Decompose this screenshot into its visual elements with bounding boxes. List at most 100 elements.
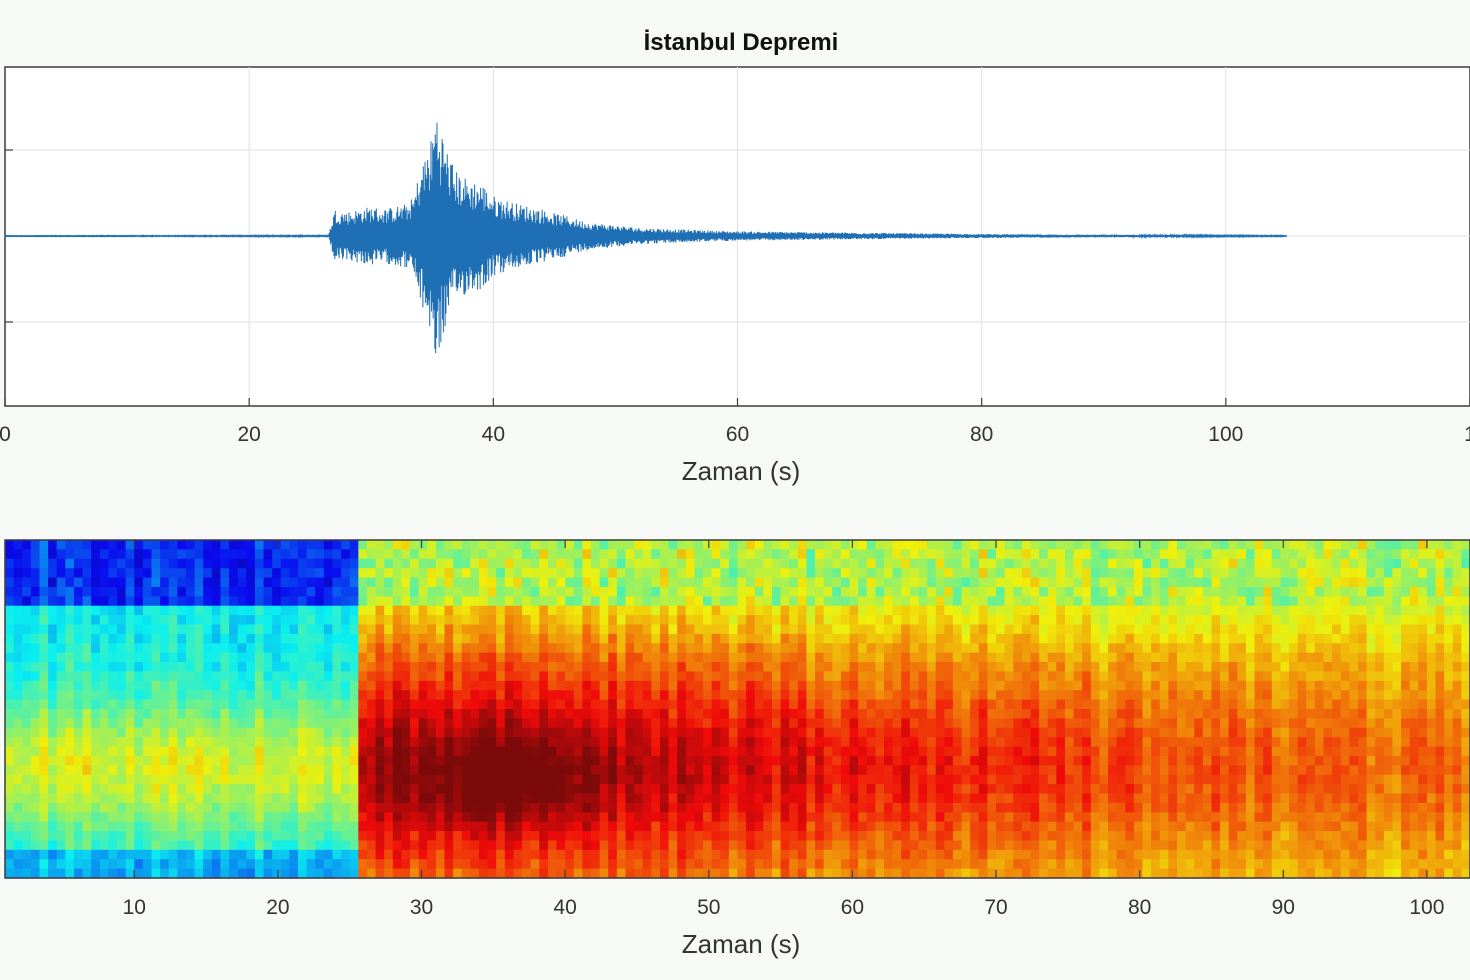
spectrogram-cell	[470, 680, 480, 691]
spectrogram-cell	[280, 784, 290, 795]
spectrogram-cell	[5, 540, 15, 550]
spectrogram-cell	[746, 605, 756, 616]
spectrogram-cell	[341, 765, 351, 776]
spectrogram-cell	[5, 727, 15, 738]
spectrogram-cell	[1082, 596, 1092, 607]
spectrogram-cell	[522, 549, 532, 560]
spectrogram-cell	[1133, 802, 1144, 813]
spectrogram-cell	[65, 737, 75, 748]
spectrogram-cell	[211, 549, 222, 560]
spectrogram-cell	[410, 652, 420, 663]
spectrogram-cell	[1013, 793, 1023, 804]
spectrogram-cell	[780, 643, 790, 654]
spectrogram-cell	[392, 812, 403, 823]
spectrogram-cell	[332, 831, 342, 842]
spectrogram-cell	[229, 812, 239, 823]
spectrogram-cell	[401, 549, 411, 560]
spectrogram-cell	[728, 586, 739, 597]
spectrogram-cell	[254, 652, 265, 663]
spectrogram-cell	[1159, 831, 1169, 842]
spectrogram-cell	[1168, 615, 1178, 626]
spectrogram-cell	[1073, 633, 1083, 644]
spectrogram-cell	[789, 849, 799, 860]
spectrogram-cell	[134, 577, 144, 588]
spectrogram-cell	[125, 718, 135, 729]
spectrogram-cell	[280, 699, 290, 710]
spectrogram-cell	[616, 774, 627, 785]
spectrogram-cell	[444, 680, 454, 691]
spectrogram-cell	[323, 868, 334, 879]
spectrogram-cell	[125, 662, 135, 673]
spectrogram-cell	[1116, 568, 1126, 579]
spectrogram-cell	[659, 840, 670, 851]
spectrogram-cell	[117, 633, 127, 644]
spectrogram-cell	[978, 821, 989, 832]
spectrogram-cell	[677, 868, 687, 879]
spectrogram-cell	[349, 746, 359, 757]
spectrogram-cell	[306, 802, 316, 813]
spectrogram-cell	[884, 568, 894, 579]
spectrogram-cell	[401, 699, 411, 710]
spectrogram-cell	[254, 737, 265, 748]
spectrogram-cell	[1185, 690, 1195, 701]
spectrogram-cell	[1021, 690, 1032, 701]
spectrogram-cell	[996, 671, 1006, 682]
spectrogram-cell	[694, 662, 704, 673]
spectrogram-cell	[142, 737, 153, 748]
spectrogram-cell	[918, 605, 928, 616]
spectrogram-cell	[1125, 774, 1135, 785]
spectrogram-cell	[582, 540, 592, 550]
spectrogram-cell	[1056, 680, 1066, 691]
spectrogram-cell	[539, 868, 549, 879]
spectrogram-cell	[48, 596, 58, 607]
spectrogram-cell	[142, 859, 153, 870]
spectrogram-cell	[728, 643, 739, 654]
spectrogram-cell	[289, 586, 299, 597]
spectrogram-cell	[30, 746, 41, 757]
spectrogram-cell	[358, 652, 368, 663]
spectrogram-cell	[970, 624, 980, 635]
spectrogram-cell	[487, 737, 497, 748]
spectrogram-cell	[1004, 662, 1014, 673]
spectrogram-cell	[685, 802, 696, 813]
spectrogram-cell	[642, 586, 652, 597]
spectrogram-cell	[832, 615, 842, 626]
spectrogram-cell	[909, 802, 920, 813]
spectrogram-cell	[522, 586, 532, 597]
spectrogram-cell	[453, 709, 463, 719]
spectrogram-cell	[444, 709, 454, 719]
spectrogram-cell	[341, 690, 351, 701]
spectrogram-cell	[591, 859, 601, 870]
spectrogram-cell	[987, 812, 997, 823]
spectrogram-cell	[22, 812, 32, 823]
spectrogram-cell	[771, 709, 782, 719]
spectrogram-cell	[194, 793, 204, 804]
spectrogram-cell	[82, 709, 92, 719]
spectrogram-cell	[73, 737, 84, 748]
spectrogram-cell	[142, 821, 153, 832]
spectrogram-cell	[280, 549, 290, 560]
spectrogram-cell	[1159, 859, 1169, 870]
spectrogram-cell	[1013, 737, 1023, 748]
spectrogram-cell	[1039, 718, 1049, 729]
spectrogram-cell	[496, 737, 506, 748]
spectrogram-cell	[1039, 755, 1049, 766]
spectrogram-cell	[677, 624, 687, 635]
spectrogram-cell	[246, 605, 256, 616]
spectrogram-cell	[496, 690, 506, 701]
spectrogram-cell	[1168, 633, 1178, 644]
spectrogram-cell	[806, 802, 816, 813]
spectrogram-cell	[634, 662, 644, 673]
spectrogram-cell	[13, 577, 23, 588]
spectrogram-cell	[840, 821, 851, 832]
spectrogram-cell	[315, 605, 325, 616]
spectrogram-cell	[1108, 849, 1118, 860]
spectrogram-cell	[392, 671, 403, 682]
spectrogram-cell	[1064, 868, 1075, 879]
spectrogram-cell	[461, 831, 471, 842]
spectrogram-cell	[280, 859, 290, 870]
spectrogram-cell	[410, 821, 420, 832]
spectrogram-cell	[151, 831, 161, 842]
spectrogram-cell	[375, 558, 385, 569]
spectrogram-cell	[203, 821, 213, 832]
